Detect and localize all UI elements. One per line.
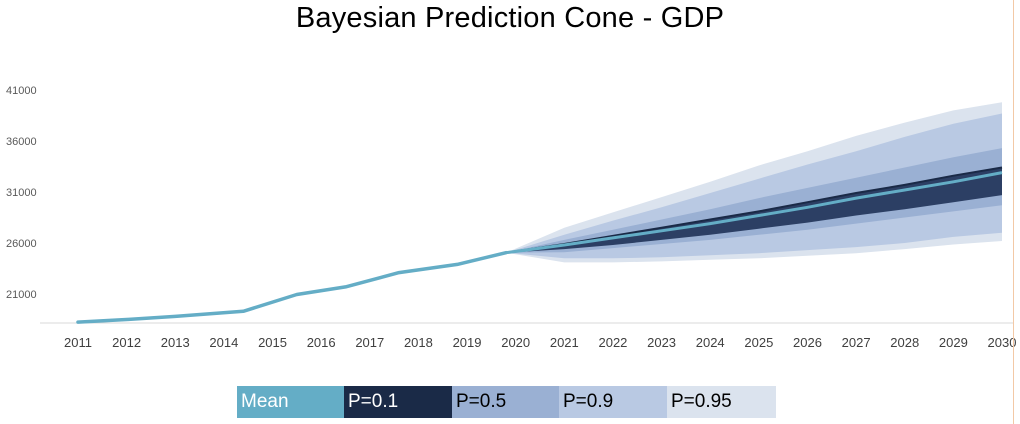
history-line [76, 250, 508, 324]
page-edge-rule [1013, 0, 1014, 424]
x-tick-label-2027: 2027 [842, 335, 871, 350]
x-tick-label-2011: 2011 [64, 335, 92, 350]
band-P-0_9 [506, 113, 1002, 259]
x-tick-label-2030: 2030 [988, 335, 1017, 350]
x-tick-label-2013: 2013 [161, 335, 190, 350]
x-tick-label-2015: 2015 [258, 335, 287, 350]
x-tick-label-2016: 2016 [307, 335, 336, 350]
x-tick-label-2029: 2029 [939, 335, 968, 350]
x-tick-label-2014: 2014 [209, 335, 238, 350]
x-tick-label-2023: 2023 [647, 335, 676, 350]
y-tick-label-31000: 31000 [6, 187, 37, 199]
x-tick-label-2018: 2018 [404, 335, 433, 350]
x-tick-label-2021: 2021 [550, 335, 579, 350]
x-tick-label-2017: 2017 [355, 335, 384, 350]
legend-item-p05: P=0.5 [452, 386, 559, 418]
chart-legend: Mean P=0.1 P=0.5 P=0.9 P=0.95 [237, 386, 776, 418]
x-tick-label-2019: 2019 [453, 335, 482, 350]
legend-item-p09: P=0.9 [559, 386, 667, 418]
y-tick-label-41000: 41000 [6, 85, 37, 97]
x-tick-label-2026: 2026 [793, 335, 822, 350]
mean-forecast-line [505, 171, 1003, 255]
x-tick-label-2025: 2025 [744, 335, 773, 350]
legend-item-p01: P=0.1 [344, 386, 452, 418]
y-tick-label-36000: 36000 [6, 136, 37, 148]
y-tick-label-26000: 26000 [6, 238, 37, 250]
y-tick-label-21000: 21000 [6, 289, 37, 301]
band-p01-upper-edge [505, 166, 1003, 254]
x-tick-label-2024: 2024 [696, 335, 725, 350]
chart-title: Bayesian Prediction Cone - GDP [295, 2, 725, 34]
x-tick-label-2012: 2012 [112, 335, 141, 350]
band-P-0_5 [506, 148, 1002, 253]
legend-item-mean: Mean [237, 386, 344, 418]
x-tick-label-2020: 2020 [501, 335, 530, 350]
legend-item-p095: P=0.95 [667, 386, 776, 418]
x-tick-label-2022: 2022 [598, 335, 627, 350]
x-tick-label-2028: 2028 [890, 335, 919, 350]
